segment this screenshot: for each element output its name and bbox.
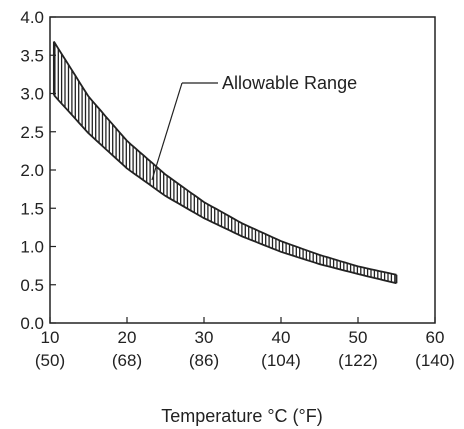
x-tick-label-fahrenheit: (140)	[415, 351, 455, 370]
x-tick-label-celsius: 10	[41, 328, 60, 347]
allowable-range-band	[52, 41, 398, 285]
y-axis: 0.0 0.5 1.0 1.5 2.0 2.5 3.0 3.5 4.0	[20, 8, 56, 333]
band-lower-line	[53, 94, 397, 285]
x-tick-label-celsius: 40	[272, 328, 291, 347]
x-tick-label-celsius: 30	[195, 328, 214, 347]
x-tick-label-fahrenheit: (104)	[261, 351, 301, 370]
y-tick-label: 2.0	[20, 161, 44, 180]
x-tick-label-fahrenheit: (68)	[112, 351, 142, 370]
x-tick-label-celsius: 50	[349, 328, 368, 347]
y-tick-label: 4.0	[20, 8, 44, 27]
y-tick-label: 1.5	[20, 199, 44, 218]
x-tick-label-fahrenheit: (122)	[338, 351, 378, 370]
x-tick-label-celsius: 20	[118, 328, 137, 347]
x-axis-title: Temperature °C (°F)	[161, 406, 322, 426]
x-tick-label-fahrenheit: (86)	[189, 351, 219, 370]
y-tick-label: 1.0	[20, 238, 44, 257]
annotation-label: Allowable Range	[222, 73, 357, 93]
y-tick-label: 3.0	[20, 85, 44, 104]
y-tick-label: 2.5	[20, 123, 44, 142]
x-axis: 10 (50) 20 (68) 30 (86) 40 (104) 50 (122) 60 (140)	[35, 317, 455, 370]
y-tick-label: 0.0	[20, 314, 44, 333]
annotation-leader-line	[151, 82, 183, 181]
y-tick-label: 0.5	[20, 276, 44, 295]
annotation: Allowable Range	[151, 73, 357, 181]
x-tick-label-fahrenheit: (50)	[35, 351, 65, 370]
y-tick-label: 3.5	[20, 46, 44, 65]
x-tick-label-celsius: 60	[426, 328, 445, 347]
band-upper-line	[53, 41, 397, 276]
